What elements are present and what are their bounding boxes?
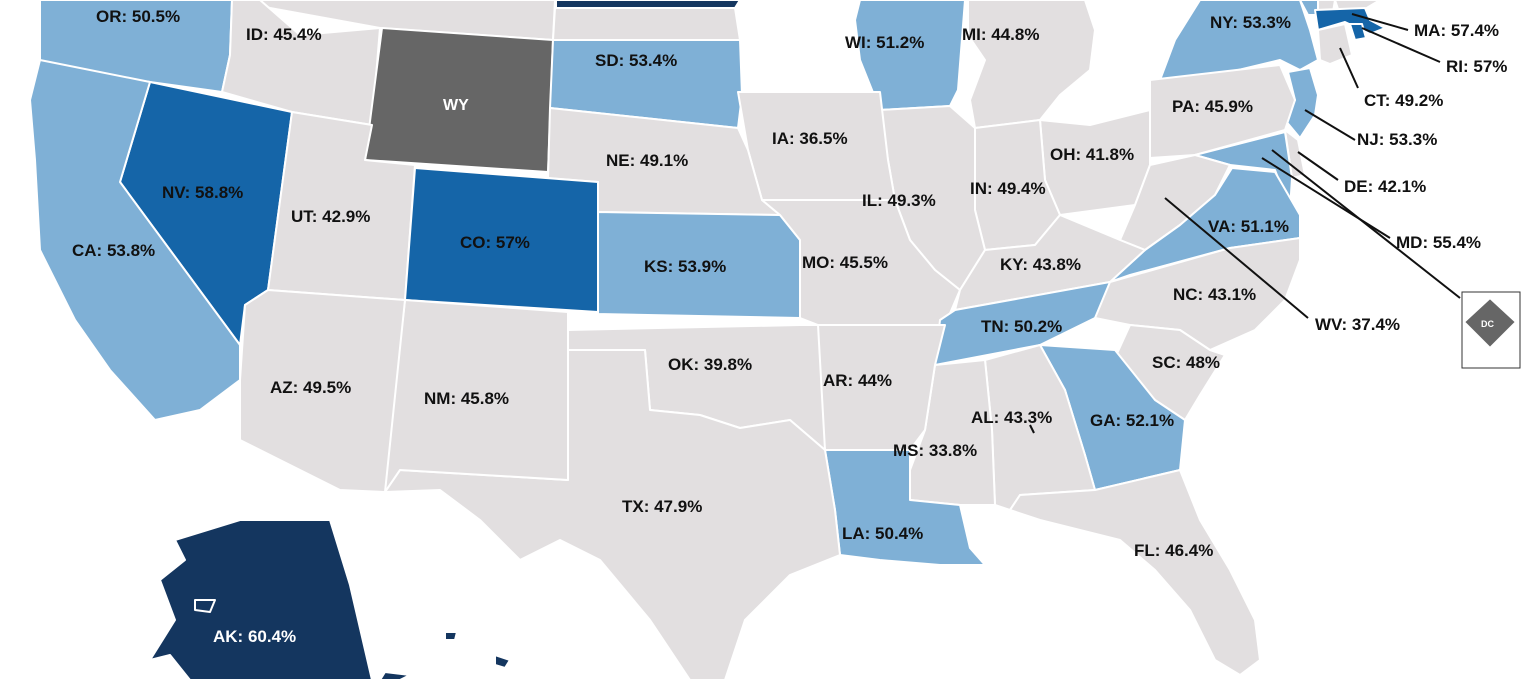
label-ms: MS: 33.8% (893, 441, 977, 460)
state-labels: OR: 50.5% ID: 45.4% WY SD: 53.4% WI: 51.… (72, 7, 1507, 646)
label-nv: NV: 58.8% (162, 183, 243, 202)
label-ri: RI: 57% (1446, 57, 1507, 76)
label-dc: DC (1481, 319, 1494, 329)
leader-ri (1361, 27, 1441, 63)
state-dc (1463, 297, 1517, 349)
leader-de (1297, 151, 1339, 181)
label-ny: NY: 53.3% (1210, 13, 1291, 32)
label-pa: PA: 45.9% (1172, 97, 1253, 116)
label-ar: AR: 44% (823, 371, 892, 390)
leader-wv (1164, 197, 1309, 319)
label-ok: OK: 39.8% (668, 355, 752, 374)
label-la: LA: 50.4% (842, 524, 923, 543)
state-ct (1317, 23, 1353, 65)
label-nc: NC: 43.1% (1173, 285, 1256, 304)
label-ct: CT: 49.2% (1364, 91, 1443, 110)
state-az (239, 289, 406, 493)
label-ia: IA: 36.5% (772, 129, 848, 148)
label-az: AZ: 49.5% (270, 378, 351, 397)
label-nm: NM: 45.8% (424, 389, 509, 408)
label-tx: TX: 47.9% (622, 497, 702, 516)
label-md: MD: 55.4% (1396, 233, 1481, 252)
leader-ma (1351, 13, 1409, 31)
label-wi: WI: 51.2% (845, 33, 924, 52)
state-sd (549, 39, 743, 129)
state-ca (29, 59, 241, 421)
al-tick-mark (1029, 424, 1035, 434)
label-ca: CA: 53.8% (72, 241, 155, 260)
label-tn: TN: 50.2% (981, 317, 1062, 336)
label-oh: OH: 41.8% (1050, 145, 1134, 164)
state-ak (149, 519, 373, 680)
label-wv: WV: 37.4% (1315, 315, 1400, 334)
label-ne: NE: 49.1% (606, 151, 688, 170)
leader-md (1261, 157, 1391, 239)
leader-dc (1271, 149, 1461, 299)
label-nj: NJ: 53.3% (1357, 130, 1437, 149)
label-in: IN: 49.4% (970, 179, 1046, 198)
state-mi (967, 0, 1096, 129)
state-nd (552, 7, 741, 41)
leader-nj (1304, 109, 1356, 141)
state-ri (1349, 23, 1367, 41)
label-id: ID: 45.4% (246, 25, 322, 44)
label-al: AL: 43.3% (971, 408, 1052, 427)
state-mn (555, 0, 741, 9)
label-ut: UT: 42.9% (291, 207, 370, 226)
label-va: VA: 51.1% (1208, 217, 1289, 236)
label-co: CO: 57% (460, 233, 530, 252)
state-fl (1009, 469, 1261, 676)
label-sd: SD: 53.4% (595, 51, 677, 70)
label-ma: MA: 57.4% (1414, 21, 1499, 40)
label-or: OR: 50.5% (96, 7, 180, 26)
leader-ct (1339, 47, 1359, 89)
label-de: DE: 42.1% (1344, 177, 1426, 196)
label-ga: GA: 52.1% (1090, 411, 1174, 430)
label-mi: MI: 44.8% (962, 25, 1039, 44)
dc-inset (1461, 291, 1521, 369)
leader-lines (1029, 13, 1461, 434)
states-layer (29, 0, 1386, 680)
state-ny (1159, 0, 1319, 81)
label-ak: AK: 60.4% (213, 627, 296, 646)
state-ky (954, 214, 1146, 311)
label-wy: WY (443, 97, 469, 114)
label-sc: SC: 48% (1152, 353, 1220, 372)
label-ky: KY: 43.8% (1000, 255, 1081, 274)
label-il: IL: 49.3% (862, 191, 936, 210)
label-fl: FL: 46.4% (1134, 541, 1213, 560)
state-nc (1094, 237, 1301, 351)
label-ks: KS: 53.9% (644, 257, 726, 276)
state-ak-islands (194, 599, 511, 680)
label-mo: MO: 45.5% (802, 253, 888, 272)
